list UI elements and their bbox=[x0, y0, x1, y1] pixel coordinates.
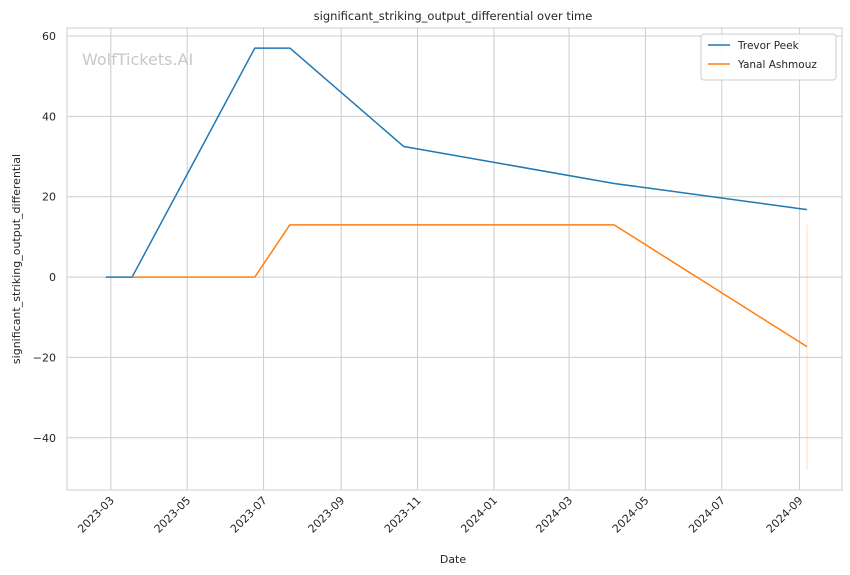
legend-box bbox=[700, 33, 837, 81]
legend-label: Yanal Ashmouz bbox=[737, 59, 817, 71]
y-tick-label: 20 bbox=[42, 191, 56, 204]
legend-label: Trevor Peek bbox=[737, 40, 800, 52]
y-tick-label: 40 bbox=[42, 110, 56, 123]
error-band bbox=[805, 224, 808, 470]
x-axis-label: Date bbox=[440, 553, 467, 566]
y-tick-label: −40 bbox=[33, 432, 56, 445]
legend: Trevor Peek Yanal Ashmouz bbox=[700, 33, 837, 81]
plot-area bbox=[66, 27, 843, 491]
y-tick-label: 0 bbox=[49, 271, 56, 284]
y-axis-ticks: 60 40 20 0 −20 −40 bbox=[33, 30, 56, 445]
chart-title: significant_striking_output_differential… bbox=[314, 9, 593, 23]
y-tick-label: −20 bbox=[33, 351, 56, 364]
series-lines bbox=[105, 47, 808, 348]
y-axis-label: significant_striking_output_differential bbox=[10, 154, 23, 364]
error-band-shape bbox=[805, 224, 808, 470]
y-tick-label: 60 bbox=[42, 30, 56, 43]
watermark: WolfTickets.AI bbox=[82, 50, 193, 69]
